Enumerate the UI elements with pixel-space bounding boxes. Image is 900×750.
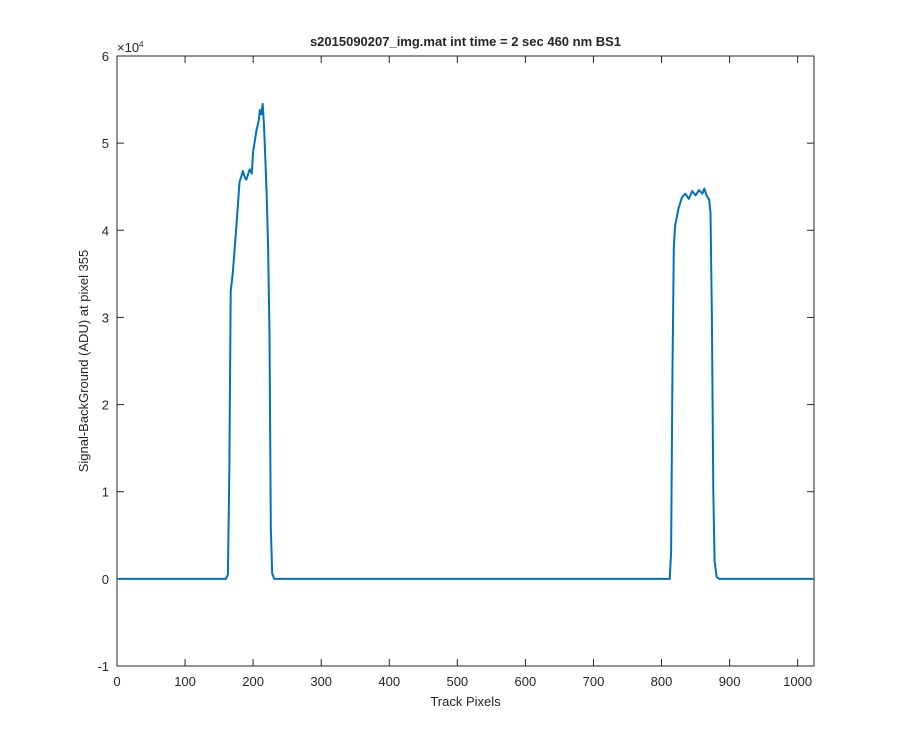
y-tick-label: 3: [102, 310, 109, 325]
chart-title: s2015090207_img.mat int time = 2 sec 460…: [310, 34, 621, 49]
y-tick-label: 1: [102, 485, 109, 500]
x-tick-label: 600: [515, 674, 537, 689]
x-tick-label: 300: [310, 674, 332, 689]
x-tick-label: 800: [651, 674, 673, 689]
x-tick-label: 900: [719, 674, 741, 689]
y-axis-label: Signal-BackGround (ADU) at pixel 355: [76, 250, 91, 473]
x-tick-label: 700: [583, 674, 605, 689]
y-tick-label: 0: [102, 572, 109, 587]
tick-labels: 0 100 200 300 400 500 600 700 800 900 1000 -1 0 1 2 3 4 5…: [97, 49, 812, 689]
x-tick-label: 400: [378, 674, 400, 689]
y-tick-label: 2: [102, 398, 109, 413]
x-axis-label: Track Pixels: [430, 694, 501, 709]
x-tick-label: 1000: [783, 674, 812, 689]
y-exponent-power: 4: [139, 40, 144, 49]
x-tick-label: 500: [446, 674, 468, 689]
x-tick-label: 0: [113, 674, 120, 689]
x-tick-label: 200: [242, 674, 264, 689]
y-tick-label: -1: [97, 659, 109, 674]
y-exponent-base: ×10: [117, 40, 139, 55]
y-tick-label: 6: [102, 49, 109, 64]
y-tick-label: 4: [102, 223, 109, 238]
y-tick-label: 5: [102, 136, 109, 151]
y-axis-exponent: ×104: [117, 40, 144, 55]
x-tick-label: 100: [174, 674, 196, 689]
series-line: [117, 102, 814, 580]
plot-area: [116, 55, 815, 667]
